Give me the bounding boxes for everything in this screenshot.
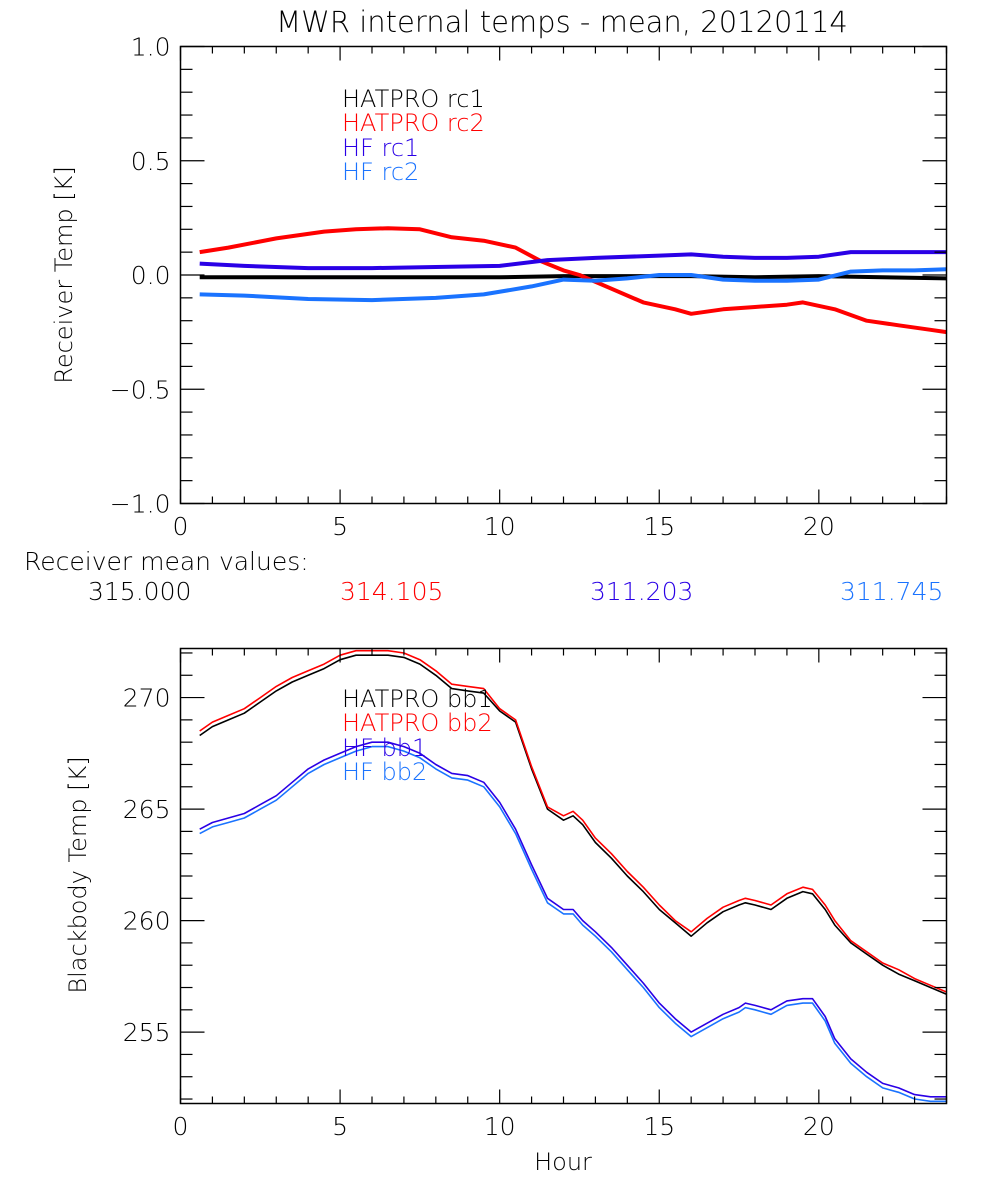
receiver-mean-values: Receiver mean values: 315.000 314.105 31… (24, 547, 943, 606)
blackbody-axis-ticks: 0 5 10 15 20 255 260 265 270 (123, 648, 948, 1141)
x-tick-label: 20 (803, 1112, 835, 1141)
x-tick-label: 0 (173, 512, 189, 541)
y-tick-label: 255 (123, 1018, 171, 1047)
y-tick-label: 1.0 (131, 33, 171, 62)
series-line-hf-bb1 (199, 741, 947, 1098)
mean-value-hatpro-rc1: 315.000 (88, 577, 191, 606)
legend-entry-hf-bb1: HF bb1 (342, 734, 427, 762)
y-tick-label: −1.0 (110, 490, 171, 519)
x-tick-label: 15 (643, 1112, 675, 1141)
legend-entry-hatpro-bb1: HATPRO bb1 (342, 685, 493, 713)
legend-entry-hatpro-rc2: HATPRO rc2 (342, 109, 485, 137)
series-line-hf-rc2 (199, 267, 947, 303)
x-tick-label: 5 (332, 512, 348, 541)
legend-blackbody: HATPRO bb1 HATPRO bb2 HF bb1 HF bb2 (342, 685, 493, 786)
blackbody-series-lines (199, 649, 947, 1103)
x-tick-label: 5 (332, 1112, 348, 1141)
y-tick-label: 0.5 (131, 147, 171, 176)
receiver-temp-plot: 0 5 10 15 20 −1.0 −0.5 0.0 0.5 1.0 Receiver Temp … (50, 33, 948, 541)
mean-value-hatpro-rc2: 314.105 (340, 577, 443, 606)
receiver-axis-ticks: 0 5 10 15 20 −1.0 −0.5 0.0 0.5 1.0 (110, 33, 948, 541)
x-tick-label: 15 (643, 512, 675, 541)
y-tick-label: 260 (123, 907, 171, 936)
y-axis-label-receiver: Receiver Temp [K] (50, 166, 78, 384)
mean-value-hf-rc2: 311.745 (840, 577, 943, 606)
series-line-hatpro-bb1 (199, 654, 947, 995)
series-line-hf-rc1 (199, 250, 947, 271)
series-line-hatpro-bb2 (199, 649, 947, 993)
y-tick-label: −0.5 (110, 375, 171, 404)
x-tick-label: 20 (803, 512, 835, 541)
mean-values-label: Receiver mean values: (24, 547, 309, 576)
legend-entry-hatpro-rc1: HATPRO rc1 (342, 85, 485, 113)
legend-entry-hatpro-bb2: HATPRO bb2 (342, 709, 493, 737)
series-line-hatpro-rc1 (199, 274, 947, 281)
x-tick-label: 10 (484, 1112, 516, 1141)
mean-value-hf-rc1: 311.203 (590, 577, 693, 606)
y-tick-label: 0.0 (131, 261, 171, 290)
y-axis-label-blackbody: Blackbody Temp [K] (64, 756, 92, 993)
legend-receiver: HATPRO rc1 HATPRO rc2 HF rc1 HF rc2 (342, 85, 485, 186)
legend-entry-hf-rc1: HF rc1 (342, 134, 419, 162)
x-tick-label: 10 (484, 512, 516, 541)
chart-title: MWR internal temps - mean, 20120114 (276, 5, 848, 39)
series-line-hf-bb2 (199, 745, 947, 1103)
y-tick-label: 270 (123, 684, 171, 713)
x-tick-label: 0 (173, 1112, 189, 1141)
legend-entry-hf-bb2: HF bb2 (342, 758, 427, 786)
y-tick-label: 265 (123, 795, 171, 824)
legend-entry-hf-rc2: HF rc2 (342, 158, 419, 186)
receiver-series-lines (199, 226, 947, 335)
x-axis-label: Hour (534, 1148, 592, 1176)
